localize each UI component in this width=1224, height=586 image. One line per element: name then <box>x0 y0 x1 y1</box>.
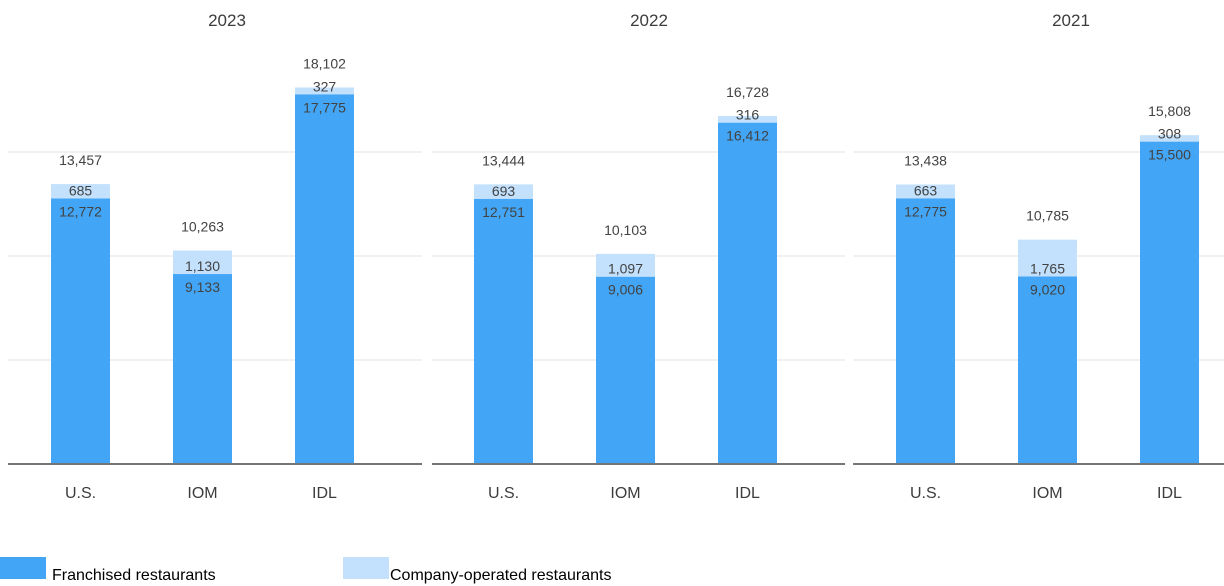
chart-title: 2022 <box>630 11 668 30</box>
bar-company-operated <box>474 184 533 199</box>
bar-company-operated <box>1018 239 1077 277</box>
bar-franchised <box>596 276 655 464</box>
data-label-company-operated: 1,765 <box>1030 260 1065 276</box>
bar-franchised <box>51 198 110 464</box>
data-label-franchised: 12,751 <box>482 204 525 220</box>
bar-franchised <box>718 122 777 464</box>
bar-company-operated <box>718 116 777 123</box>
bar-franchised <box>173 274 232 464</box>
bar-company-operated <box>596 253 655 277</box>
chart-title: 2021 <box>1052 11 1090 30</box>
bar-franchised <box>474 198 533 464</box>
data-label-franchised: 17,775 <box>303 99 346 115</box>
x-tick-label: IDL <box>312 485 337 502</box>
data-label-franchised: 15,500 <box>1148 147 1191 163</box>
data-label-franchised: 16,412 <box>726 128 769 144</box>
bar-franchised <box>1018 276 1077 464</box>
data-label-franchised: 12,775 <box>904 203 947 219</box>
bar-franchised <box>295 94 354 464</box>
bar-franchised <box>1140 141 1199 464</box>
data-label-franchised: 9,006 <box>608 282 643 298</box>
data-label-company-operated: 685 <box>69 182 93 198</box>
bar-company-operated <box>173 250 232 275</box>
data-label-franchised: 9,133 <box>185 279 220 295</box>
data-label-company-operated: 308 <box>1158 126 1182 142</box>
data-label-company-operated: 663 <box>914 182 938 198</box>
data-label-total: 13,457 <box>59 152 102 168</box>
data-label-total: 10,263 <box>181 219 224 235</box>
data-label-company-operated: 327 <box>313 78 337 94</box>
data-label-total: 13,438 <box>904 152 947 168</box>
data-label-franchised: 9,020 <box>1030 281 1065 297</box>
charts-canvas: 2023 12,772 685 13,457 U.S. 9,133 1,130 10,263 I… <box>8 11 1224 502</box>
data-label-total: 18,102 <box>303 55 346 71</box>
x-tick-label: IDL <box>735 485 760 502</box>
legend-swatch-company-operated <box>343 557 389 579</box>
x-tick-label: IOM <box>1032 485 1062 502</box>
data-label-franchised: 12,772 <box>59 203 102 219</box>
data-label-company-operated: 693 <box>492 183 516 199</box>
x-tick-label: IDL <box>1157 485 1182 502</box>
data-label-company-operated: 316 <box>736 107 760 123</box>
data-label-total: 10,785 <box>1026 208 1069 224</box>
legend-label-franchised: Franchised restaurants <box>52 567 216 584</box>
x-tick-label: U.S. <box>65 485 96 502</box>
x-tick-label: IOM <box>610 485 640 502</box>
x-tick-label: IOM <box>187 485 217 502</box>
chart-title: 2023 <box>208 11 246 30</box>
bar-franchised <box>896 198 955 464</box>
bar-company-operated <box>1140 135 1199 142</box>
x-tick-label: U.S. <box>910 485 941 502</box>
data-label-total: 13,444 <box>482 152 525 168</box>
data-label-total: 15,808 <box>1148 103 1191 119</box>
data-label-total: 10,103 <box>604 222 647 238</box>
bar-company-operated <box>896 184 955 199</box>
legend-label-company-operated: Company-operated restaurants <box>390 567 612 584</box>
data-label-total: 16,728 <box>726 84 769 100</box>
legend-swatch-franchised <box>0 557 46 579</box>
x-tick-label: U.S. <box>488 485 519 502</box>
data-label-company-operated: 1,130 <box>185 258 220 274</box>
bar-company-operated <box>295 87 354 95</box>
bar-company-operated <box>51 184 110 199</box>
data-label-company-operated: 1,097 <box>608 261 643 277</box>
